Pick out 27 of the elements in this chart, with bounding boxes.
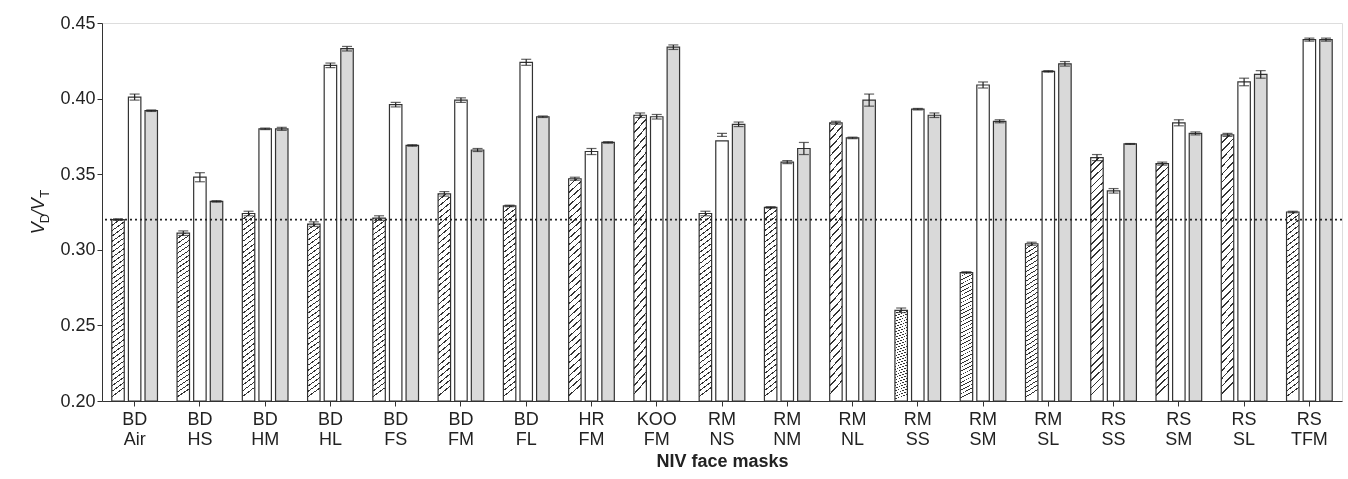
y-tick-label: 0.40 bbox=[60, 88, 96, 109]
x-tick-label: BD Air bbox=[122, 408, 148, 449]
x-tick-label: RS SS bbox=[1101, 408, 1127, 449]
x-axis-title: NIV face masks bbox=[656, 450, 789, 471]
x-tick-label: RS SL bbox=[1231, 408, 1257, 449]
y-axis-title: VD/VT bbox=[28, 189, 52, 235]
y-tick-label: 0.45 bbox=[60, 12, 96, 33]
y-tick-label: 0.20 bbox=[60, 390, 96, 411]
x-tick-label: HR FM bbox=[578, 408, 605, 449]
x-tick-label: BD FS bbox=[383, 408, 409, 449]
y-tick-label: 0.30 bbox=[60, 239, 96, 260]
x-tick-label: BD HM bbox=[251, 408, 280, 449]
y-tick-label: 0.25 bbox=[60, 314, 96, 335]
x-tick-label: RM SL bbox=[1034, 408, 1063, 449]
x-tick-label: RM NL bbox=[838, 408, 867, 449]
x-tick-label: BD FM bbox=[447, 408, 474, 449]
x-tick-label: RM SM bbox=[969, 408, 998, 449]
x-tick-label: RM NM bbox=[773, 408, 802, 449]
x-tick-label: RS TFM bbox=[1290, 408, 1328, 449]
x-tick-label: RS SM bbox=[1165, 408, 1193, 449]
x-tick-label: RM SS bbox=[903, 408, 932, 449]
x-tick-label: BD HL bbox=[317, 408, 343, 449]
x-tick-label: BD HS bbox=[187, 408, 213, 449]
x-tick-label: KOO FM bbox=[636, 408, 677, 449]
x-tick-label: BD FL bbox=[513, 408, 539, 449]
x-tick-label: RM NS bbox=[708, 408, 736, 449]
y-tick-label: 0.35 bbox=[60, 163, 96, 184]
